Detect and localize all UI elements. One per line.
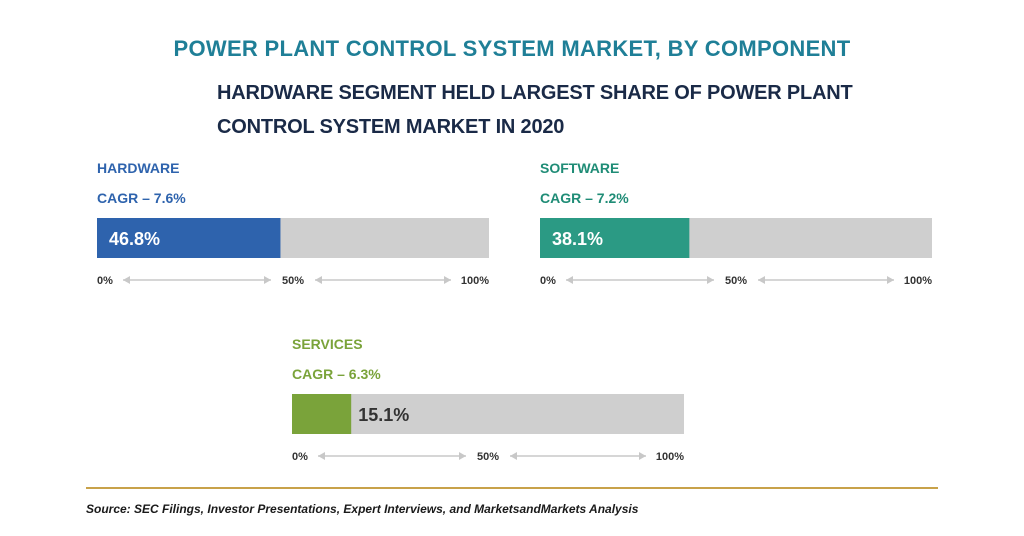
scale-arrow-head-left bbox=[758, 276, 765, 284]
scale-arrow-head-right bbox=[264, 276, 271, 284]
software-bar-chart: 38.1% 0% 50% 100% bbox=[540, 218, 932, 287]
source-divider bbox=[86, 487, 938, 489]
scale-arrow-head-left bbox=[510, 452, 517, 460]
bar-value-label: 15.1% bbox=[358, 405, 409, 425]
scale-arrow-head-right bbox=[707, 276, 714, 284]
scale-arrow-head-left bbox=[315, 276, 322, 284]
segment-cagr: CAGR – 6.3% bbox=[292, 366, 381, 382]
tick-label: 100% bbox=[904, 275, 932, 287]
bar-value bbox=[540, 218, 690, 258]
bar-value-label: 38.1% bbox=[552, 229, 603, 249]
source-note: Source: SEC Filings, Investor Presentati… bbox=[86, 502, 639, 516]
services-bar-chart: 15.1% 0% 50% 100% bbox=[292, 394, 684, 463]
segment-cagr: CAGR – 7.6% bbox=[97, 190, 186, 206]
segment-name: HARDWARE bbox=[97, 160, 180, 176]
bar-value bbox=[97, 218, 281, 258]
tick-label: 0% bbox=[292, 451, 308, 463]
tick-label: 0% bbox=[540, 275, 556, 287]
tick-label: 50% bbox=[477, 451, 499, 463]
bar-value-label: 46.8% bbox=[109, 229, 160, 249]
scale-arrow-head-right bbox=[459, 452, 466, 460]
scale-arrow-head-right bbox=[887, 276, 894, 284]
tick-label: 100% bbox=[461, 275, 489, 287]
tick-label: 50% bbox=[725, 275, 747, 287]
scale-arrow-head-left bbox=[123, 276, 130, 284]
tick-label: 0% bbox=[97, 275, 113, 287]
tick-label: 50% bbox=[282, 275, 304, 287]
scale-arrow-head-left bbox=[566, 276, 573, 284]
hardware-panel: HARDWARE CAGR – 7.6% 46.8% 0% 50% 100% bbox=[97, 160, 489, 320]
segment-cagr: CAGR – 7.2% bbox=[540, 190, 629, 206]
scale-arrow-head-right bbox=[639, 452, 646, 460]
segment-name: SERVICES bbox=[292, 336, 363, 352]
bar-track bbox=[292, 394, 684, 434]
services-panel: SERVICES CAGR – 6.3% 15.1% 0% 50% 100% bbox=[292, 336, 684, 496]
chart-title: POWER PLANT CONTROL SYSTEM MARKET, BY CO… bbox=[173, 36, 851, 61]
tick-label: 100% bbox=[656, 451, 684, 463]
scale-arrow-head-right bbox=[444, 276, 451, 284]
chart-subtitle: HARDWARE SEGMENT HELD LARGEST SHARE OF P… bbox=[217, 82, 853, 138]
hardware-bar-chart: 46.8% 0% 50% 100% bbox=[97, 218, 489, 287]
scale-arrow-head-left bbox=[318, 452, 325, 460]
bar-value bbox=[292, 394, 352, 434]
segment-name: SOFTWARE bbox=[540, 160, 620, 176]
software-panel: SOFTWARE CAGR – 7.2% 38.1% 0% 50% 100% bbox=[540, 160, 932, 320]
